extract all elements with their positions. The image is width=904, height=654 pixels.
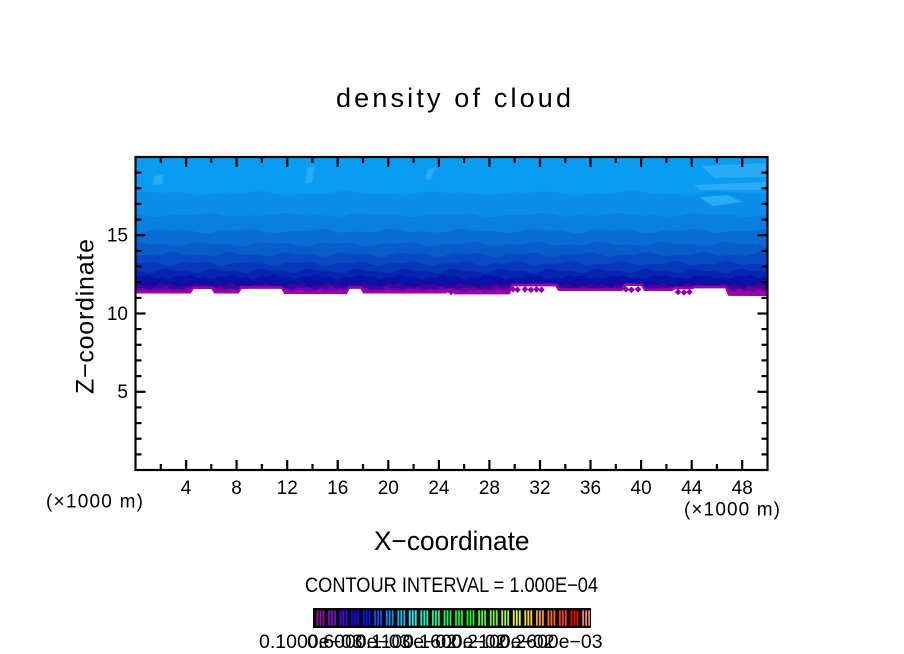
- svg-text:0.2600e−03: 0.2600e−03: [499, 631, 603, 653]
- svg-text:8: 8: [231, 478, 242, 499]
- svg-text:28: 28: [479, 478, 500, 499]
- svg-text:5: 5: [117, 382, 128, 403]
- svg-text:0.1600e−02: 0.1600e−02: [403, 631, 507, 653]
- svg-text:10: 10: [107, 304, 128, 325]
- svg-text:0.1000e−03: 0.1000e−03: [259, 631, 363, 653]
- svg-text:density of cloud: density of cloud: [336, 83, 571, 113]
- svg-text:20: 20: [378, 478, 399, 499]
- svg-text:15: 15: [107, 226, 128, 247]
- svg-text:12: 12: [277, 478, 298, 499]
- svg-text:CONTOUR INTERVAL = 1.000E−04: CONTOUR INTERVAL = 1.000E−04: [305, 574, 598, 597]
- svg-text:0.1100e−02: 0.1100e−02: [355, 631, 457, 653]
- svg-text:0.6000e−03: 0.6000e−03: [307, 631, 411, 653]
- svg-text:36: 36: [580, 478, 601, 499]
- svg-text:16: 16: [327, 478, 348, 499]
- svg-text:X−coordinate: X−coordinate: [374, 526, 530, 556]
- svg-text:Z−coordinate: Z−coordinate: [72, 239, 100, 394]
- svg-text:40: 40: [631, 478, 652, 499]
- svg-text:0.2100e−02: 0.2100e−02: [451, 631, 555, 653]
- svg-text:(×1000 m): (×1000 m): [684, 500, 780, 521]
- svg-text:44: 44: [681, 478, 703, 499]
- svg-text:48: 48: [732, 478, 753, 499]
- svg-text:(×1000 m): (×1000 m): [46, 492, 143, 513]
- svg-text:4: 4: [181, 478, 192, 499]
- svg-text:32: 32: [529, 478, 550, 499]
- svg-text:24: 24: [428, 478, 450, 499]
